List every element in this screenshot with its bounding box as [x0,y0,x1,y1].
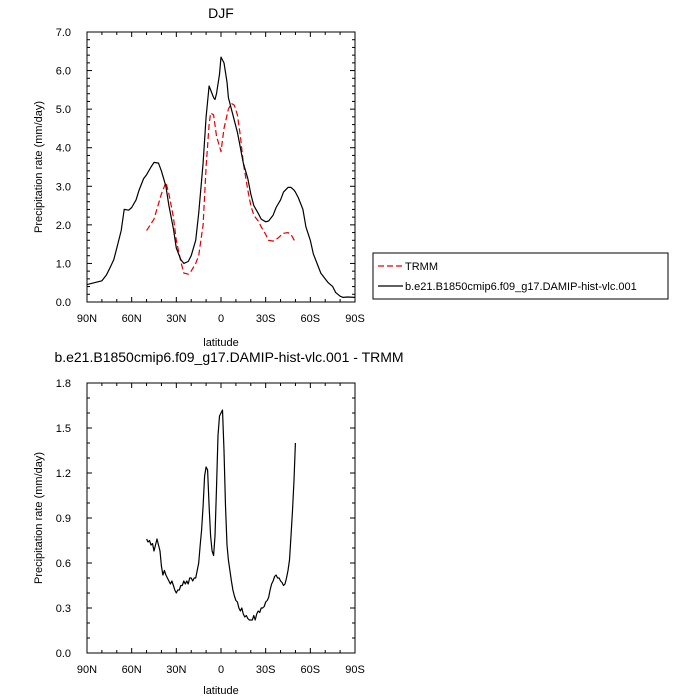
x-tick-label: 30N [166,664,186,676]
y-tick-label: 1.0 [56,258,71,270]
x-tick-label: 90S [345,664,365,676]
chart-panel-2: b.e21.B1850cmip6.f09_g17.DAMIP-hist-vlc.… [33,349,404,697]
x-tick-label: 60S [301,313,321,325]
y-tick-label: 1.8 [56,378,71,390]
legend: TRMM b.e21.B1850cmip6.f09_g17.DAMIP-hist-… [372,252,669,300]
y-tick-label: 1.5 [56,423,71,435]
y-tick-label: 3.0 [56,181,71,193]
y-tick-label: 0.0 [56,297,71,309]
chart-title: DJF [208,5,234,21]
x-tick-label: 60N [122,313,142,325]
x-tick-label: 0 [218,313,224,325]
model-series-line [86,56,356,298]
legend-box [372,252,669,300]
chart-title: b.e21.B1850cmip6.f09_g17.DAMIP-hist-vlc.… [54,349,403,365]
x-tick-label: 60S [301,664,321,676]
legend-entry-label: TRMM [405,261,438,273]
x-tick-label: 90N [77,664,97,676]
model-series-line [146,409,296,621]
x-axis-title: latitude [203,337,238,349]
y-tick-label: 0.3 [56,603,71,615]
y-tick-label: 1.2 [56,468,71,480]
x-tick-label: 30N [166,313,186,325]
y-tick-label: 4.0 [56,143,71,155]
x-tick-label: 0 [218,664,224,676]
y-tick-label: 5.0 [56,104,71,116]
y-tick-label: 7.0 [56,27,71,39]
plot-frame [86,382,356,654]
y-axis-title: Precipitation rate (mm/day) [33,452,45,584]
y-tick-label: 2.0 [56,220,71,232]
trmm-series-line [146,102,296,275]
legend-entry-label: b.e21.B1850cmip6.f09_g17.DAMIP-hist-vlc.… [405,281,637,293]
y-tick-label: 0.9 [56,513,71,525]
x-tick-label: 60N [122,664,142,676]
x-tick-label: 30S [256,664,276,676]
x-tick-label: 30S [256,313,276,325]
x-tick-label: 90S [345,313,365,325]
x-tick-label: 90N [77,313,97,325]
y-tick-label: 0.0 [56,648,71,660]
x-axis-title: latitude [203,685,238,697]
chart-panel-1: DJF 90N 60N 30N 0 30S 60S 90S 0.0 1.0 2.0 3.0 4.0 5.0… [33,5,669,349]
y-tick-label: 6.0 [56,66,71,78]
y-tick-label: 0.6 [56,558,71,570]
y-axis-title: Precipitation rate (mm/day) [33,101,45,233]
plot-frame [86,31,356,303]
